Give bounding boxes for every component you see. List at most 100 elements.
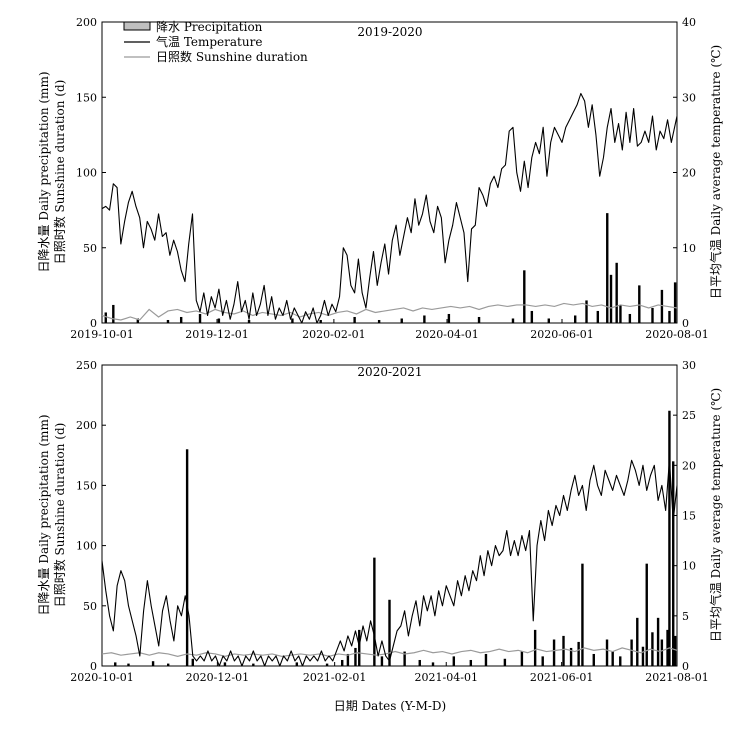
precipitation-bars [104,213,677,324]
precipitation-bar-2020-04-02 [447,313,451,323]
legend-temperature-label: 气温 Temperature [156,34,262,49]
x-axis-label: 日期 Dates (Y-M-D) [334,699,446,713]
precipitation-bar-2020-11-05 [167,663,170,666]
x-tick-label-2021-08-01: 2021-08-01 [645,671,708,684]
temperature-line [101,92,678,324]
x-tick-label-2020-10-01: 2020-10-01 [70,671,133,684]
left-ticks: 0 50 100 150 200 250 [76,359,106,673]
left-tick-label-50: 50 [83,600,97,613]
x-tick-label-2020-06-01: 2020-06-01 [530,328,593,341]
precipitation-bar-2019-12-18 [247,319,251,323]
precipitation-bar-2021-07-24 [660,639,664,666]
precipitation-bar-2021-02-26 [380,656,384,666]
plot-frame [101,21,678,324]
precipitation-bar-2021-01-12 [295,662,299,666]
precipitation-bar-2021-06-06 [569,647,573,666]
precipitation-bar-2020-10-08 [114,662,117,666]
precipitation-bar-2020-07-24 [660,289,664,323]
precipitation-bar-2019-10-20 [136,318,140,323]
precipitation-bar-2019-12-02 [217,318,221,323]
precipitation-bar-2021-07-31 [673,635,677,666]
precipitation-bar-2020-07-07 [628,313,632,323]
precipitation-bar-2021-06-18 [592,653,595,666]
right-axis-label: 日平均气温 Daily average temperature (℃) [708,45,723,299]
x-tick-label-2021-06-01: 2021-06-01 [530,671,593,684]
precipitation-bar-2021-07-11 [636,617,639,666]
precipitation-bar-2020-07-19 [651,307,654,323]
precipitation-bar-2020-02-12 [353,316,356,323]
right-ticks: 0 5 10 15 20 25 30 [673,359,696,673]
precipitation-bar-2021-02-05 [341,659,344,666]
precipitation-bar-2021-05-22 [541,656,544,666]
precipitation-bar-2021-01-28 [325,663,329,666]
precipitation-bar-2021-02-08 [346,653,350,666]
precipitation-bar-2020-06-25 [606,213,609,323]
precipitation-bar-2019-11-05 [166,319,170,323]
x-tick-label-2020-04-01: 2020-04-01 [415,328,478,341]
left-tick-label-250: 250 [76,359,97,372]
precipitation-bar-2020-06-27 [609,274,613,323]
x-tick-label-2019-12-01: 2019-12-01 [185,328,248,341]
right-tick-label-0: 0 [682,660,689,673]
left-axis-label-2: 日照时数 Sunshine duration (d) [52,80,67,265]
precipitation-bar-2021-06-12 [581,563,584,666]
x-tick-label-2020-02-01: 2020-02-01 [302,328,365,341]
right-ticks: 0 10 20 30 40 [673,16,696,330]
right-tick-label-30: 30 [682,91,696,104]
right-tick-label-15: 15 [682,510,696,523]
x-tick-label-2021-04-01: 2021-04-01 [415,671,478,684]
precipitation-bar-2019-11-22 [198,313,202,323]
precipitation-bar-2021-05-02 [503,658,507,666]
precipitation-bar-2021-06-02 [562,635,565,666]
precipitation-bar-2020-03-20 [423,315,426,323]
precipitation-bar-2020-07-12 [638,285,641,324]
right-tick-label-5: 5 [682,610,689,623]
precipitation-bar-2020-11-15 [185,449,189,666]
left-tick-label-200: 200 [76,419,97,432]
precipitation-bar-2019-11-12 [179,316,183,323]
precipitation-bar-2020-05-25 [547,318,550,323]
left-axis-label-1: 日降水量 Daily precipitation (mm) [37,415,51,616]
legend-precipitation-label: 降水 Precipitation [156,20,263,34]
precipitation-bar-2020-07-31 [673,282,677,323]
precipitation-bar-2020-05-16 [530,310,534,323]
sunshine-line-layer [101,647,678,657]
sunshine-line [101,302,678,321]
panel-title: 2020-2021 [357,365,422,379]
right-tick-label-25: 25 [682,409,696,422]
panel-title: 2019-2020 [357,25,422,39]
left-tick-label-100: 100 [76,167,97,180]
panel-2019-2020: 0 50 100 150 200 0 10 20 30 40 2019-10-01 2019-12… [37,16,723,341]
left-tick-label-200: 200 [76,16,97,29]
precipitation-bar-2020-03-08 [400,318,403,323]
sunshine-line [101,647,678,657]
right-tick-label-30: 30 [682,359,696,372]
temperature-line-layer [101,92,678,324]
precipitation-bar-2020-10-28 [151,661,155,666]
precipitation-bar-2021-02-14 [358,629,361,666]
precipitation-bar-2020-06-08 [574,315,577,323]
left-axis-label-1: 日降水量 Daily precipitation (mm) [37,72,51,273]
left-axis-label-2: 日照时数 Sunshine duration (d) [52,423,67,608]
precipitation-bar-2020-11-18 [191,658,194,666]
precipitation-bar-2019-10-03 [104,312,107,323]
precipitation-bar-2020-07-02 [619,304,622,323]
x-ticks: 2019-10-01 2019-12-01 2020-02-01 2020-04-01… [70,319,709,341]
left-tick-label-50: 50 [83,242,97,255]
precipitation-bar-2020-06-30 [615,262,618,323]
precipitation-bar-2021-03-18 [418,659,421,666]
left-tick-label-150: 150 [76,479,97,492]
precipitation-bar-2020-01-10 [291,318,294,323]
precipitation-bar-2020-07-28 [668,310,671,323]
legend-precipitation-swatch [123,21,151,31]
precipitation-bars [114,410,677,666]
precipitation-bar-2021-02-12 [354,647,357,666]
precipitation-bar-2020-06-20 [596,310,600,323]
right-tick-label-40: 40 [682,16,696,29]
legend: 降水 Precipitation 气温 Temperature 日照数 Suns… [123,20,308,64]
x-ticks: 2020-10-01 2020-12-01 2021-02-01 2021-04-01… [70,662,709,684]
right-tick-label-10: 10 [682,242,696,255]
precipitation-bar-2021-07-30 [672,461,675,666]
